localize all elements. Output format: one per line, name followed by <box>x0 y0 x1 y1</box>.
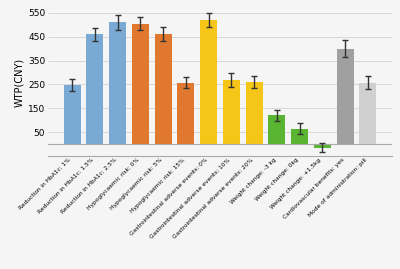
Bar <box>155 34 172 144</box>
Bar <box>268 115 285 144</box>
Bar <box>132 24 149 144</box>
Bar <box>314 144 331 148</box>
Bar <box>291 129 308 144</box>
Bar <box>86 34 104 144</box>
Bar <box>359 83 376 144</box>
Bar <box>109 22 126 144</box>
Bar <box>200 20 217 144</box>
Bar <box>223 80 240 144</box>
Y-axis label: WTP(CNY): WTP(CNY) <box>14 58 24 107</box>
Bar <box>336 49 354 144</box>
Bar <box>177 83 194 144</box>
Bar <box>64 85 81 144</box>
Bar <box>246 82 263 144</box>
